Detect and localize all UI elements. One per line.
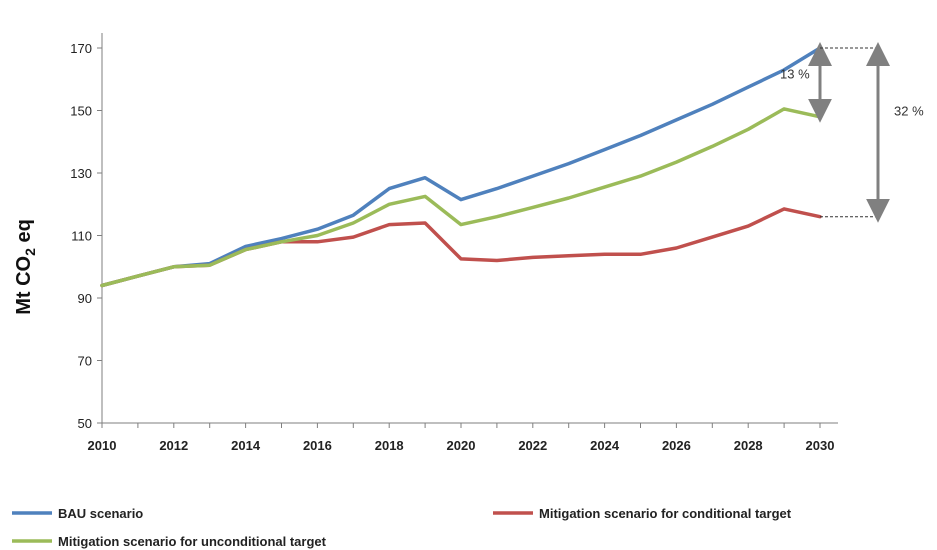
y-tick-label: 150 xyxy=(70,104,92,119)
y-tick-label: 50 xyxy=(78,416,92,431)
annotation-32-percent: 32 % xyxy=(894,103,924,118)
legend-label-2: Mitigation scenario for conditional targ… xyxy=(539,506,792,521)
x-tick-label: 2012 xyxy=(159,438,188,453)
x-tick-label: 2026 xyxy=(662,438,691,453)
y-axis-label-main: Mt CO xyxy=(13,256,35,315)
x-tick-label: 2020 xyxy=(447,438,476,453)
y-axis-label-suffix: eq xyxy=(13,219,35,248)
series-line-1 xyxy=(100,46,822,288)
y-axis-label: Mt CO2 eq xyxy=(13,219,38,315)
y-axis-label-subscript: 2 xyxy=(22,248,38,256)
y-tick-label: 90 xyxy=(78,291,92,306)
series-line-2 xyxy=(100,207,822,288)
x-tick-label: 2010 xyxy=(88,438,117,453)
x-tick-label: 2022 xyxy=(518,438,547,453)
y-tick-label: 130 xyxy=(70,166,92,181)
x-tick-label: 2024 xyxy=(590,438,620,453)
legend: BAU scenario Mitigation scenario for cond… xyxy=(12,506,792,549)
x-tick-label: 2016 xyxy=(303,438,332,453)
legend-label-3: Mitigation scenario for unconditional ta… xyxy=(58,534,327,549)
annotation-13-percent: 13 % xyxy=(780,66,810,81)
y-tick-label: 170 xyxy=(70,41,92,56)
x-tick-label: 2018 xyxy=(375,438,404,453)
legend-label-1: BAU scenario xyxy=(58,506,143,521)
axes: 50 70 90 110 130 150 170 2010 2012 2014 2016 2018 20… xyxy=(70,33,838,453)
x-tick-label: 2014 xyxy=(231,438,261,453)
y-tick-label: 70 xyxy=(78,354,92,369)
x-tick-label: 2028 xyxy=(734,438,763,453)
series-layer xyxy=(100,46,822,288)
series-line-3 xyxy=(100,107,822,288)
annotations: 13 % 32 % xyxy=(780,42,924,223)
y-tick-label: 110 xyxy=(71,229,92,244)
x-tick-label: 2030 xyxy=(806,438,835,453)
